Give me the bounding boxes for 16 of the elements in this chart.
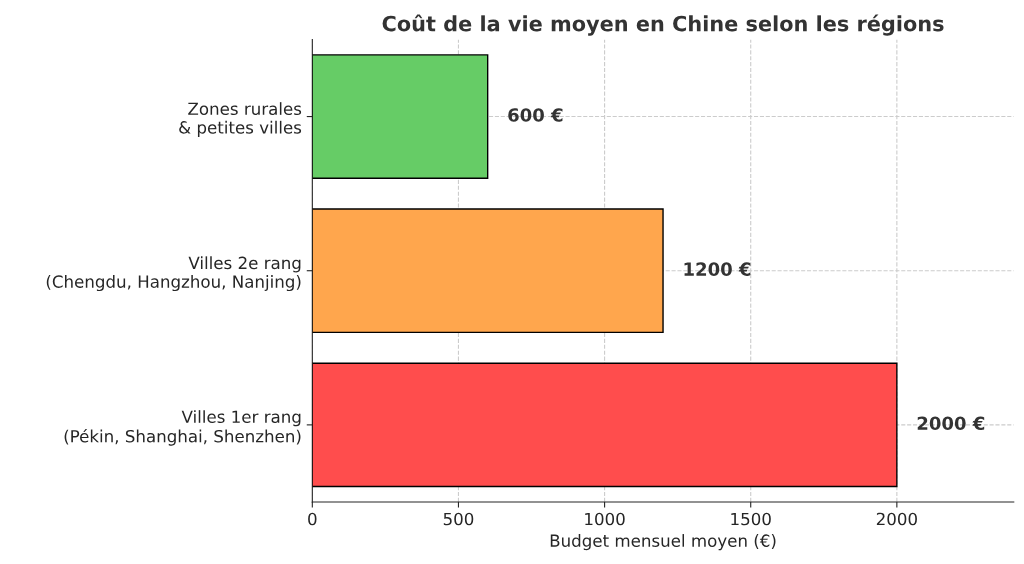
x-tick-label: 0 bbox=[308, 512, 317, 526]
y-tick-label: Zones rurales & petites villes bbox=[179, 102, 302, 137]
x-tick-label: 1500 bbox=[731, 512, 771, 526]
x-tick-label: 500 bbox=[443, 512, 474, 526]
bar bbox=[312, 54, 489, 179]
x-tick-label: 1000 bbox=[585, 512, 625, 526]
y-tick-label: Villes 1er rang (Pékin, Shanghai, Shenzhen) bbox=[64, 410, 301, 446]
x-axis-title: Budget mensuel moyen (€) bbox=[550, 534, 776, 551]
data-label: 2000 € bbox=[917, 416, 985, 431]
x-tick-label: 2000 bbox=[876, 512, 917, 526]
data-label: 600 € bbox=[508, 108, 563, 122]
chart-title: Coût de la vie moyen en Chine selon les régions bbox=[382, 14, 944, 36]
bar bbox=[312, 362, 898, 488]
data-label: 1200 € bbox=[684, 262, 751, 276]
y-tick-label: Villes 2e rang (Chengdu, Hangzhou, Nanjing) bbox=[46, 256, 301, 292]
bar bbox=[312, 208, 664, 334]
